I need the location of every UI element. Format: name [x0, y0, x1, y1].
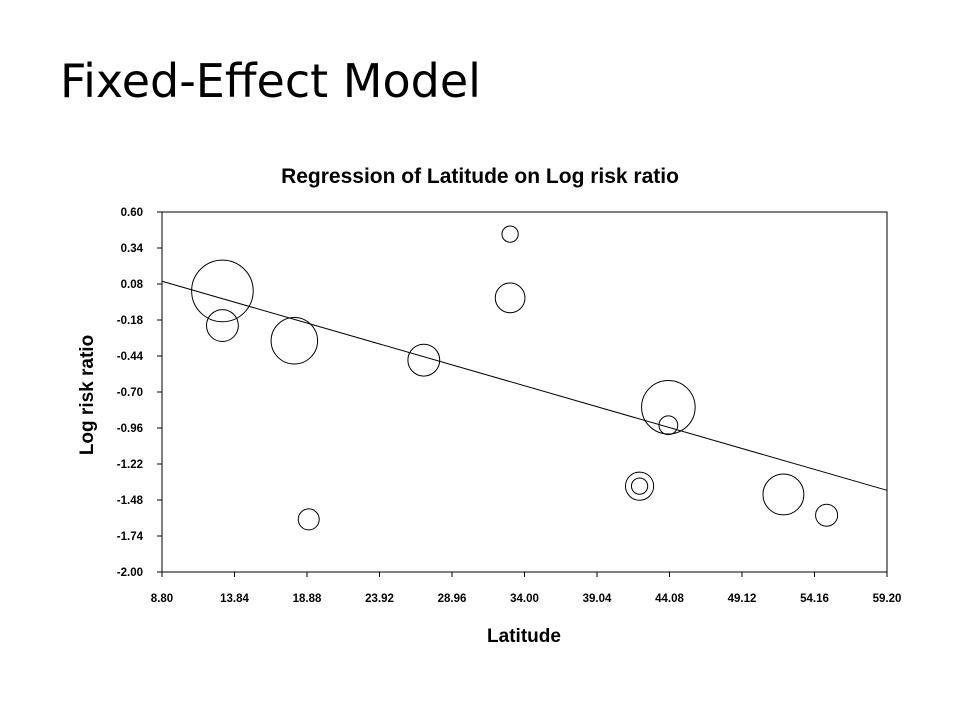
study-bubble: [762, 473, 805, 516]
study-bubble: [630, 477, 649, 495]
x-tick-label: 34.00: [510, 593, 539, 605]
study-bubble: [815, 503, 839, 527]
y-tick-label: 0.08: [121, 279, 144, 291]
x-tick-label: 18.88: [293, 593, 322, 605]
x-tick-label: 39.04: [583, 593, 612, 605]
study-bubble: [205, 309, 239, 342]
chart-title: Regression of Latitude on Log risk ratio: [281, 165, 679, 188]
y-tick-label: -0.18: [117, 315, 144, 327]
x-tick-label: 23.92: [365, 593, 394, 605]
slide-title: Fixed-Effect Model: [60, 54, 481, 108]
x-tick-label: 59.20: [873, 593, 902, 605]
study-bubble: [501, 225, 519, 243]
y-tick-label: -2.00: [117, 567, 143, 579]
plot-area: 0.60 0.34 0.08 -0.18 -0.44 -0.70 -0.96 -1.22 -1.…: [117, 207, 902, 605]
study-bubble: [641, 379, 696, 435]
y-tick-label: -0.96: [117, 423, 143, 435]
y-tick-label: -1.74: [117, 531, 144, 543]
y-tick-label: 0.60: [121, 207, 143, 219]
study-bubble: [191, 259, 254, 323]
y-tick-label: -1.48: [117, 495, 144, 507]
y-axis-title: Log risk ratio: [77, 335, 98, 455]
x-tick-label: 54.16: [800, 593, 829, 605]
study-bubble: [297, 508, 320, 531]
y-tick-label: 0.34: [121, 243, 144, 255]
plot-frame: [161, 211, 888, 573]
x-tick-label: 28.96: [438, 593, 467, 605]
y-tick-label: -0.44: [117, 351, 144, 363]
x-axis-title: Latitude: [487, 626, 561, 647]
study-bubble: [494, 282, 526, 314]
x-tick-label: 8.80: [151, 593, 173, 605]
x-tick-label: 49.12: [728, 593, 757, 605]
regression-line: [161, 280, 888, 491]
study-bubble: [270, 317, 319, 365]
x-tick-label: 13.84: [220, 593, 249, 605]
y-tick-label: -1.22: [117, 459, 143, 471]
study-bubble: [658, 415, 679, 436]
y-tick-label: -0.70: [117, 387, 143, 399]
study-bubble: [407, 343, 441, 377]
study-bubble: [624, 471, 655, 501]
x-tick-label: 44.08: [655, 593, 684, 605]
